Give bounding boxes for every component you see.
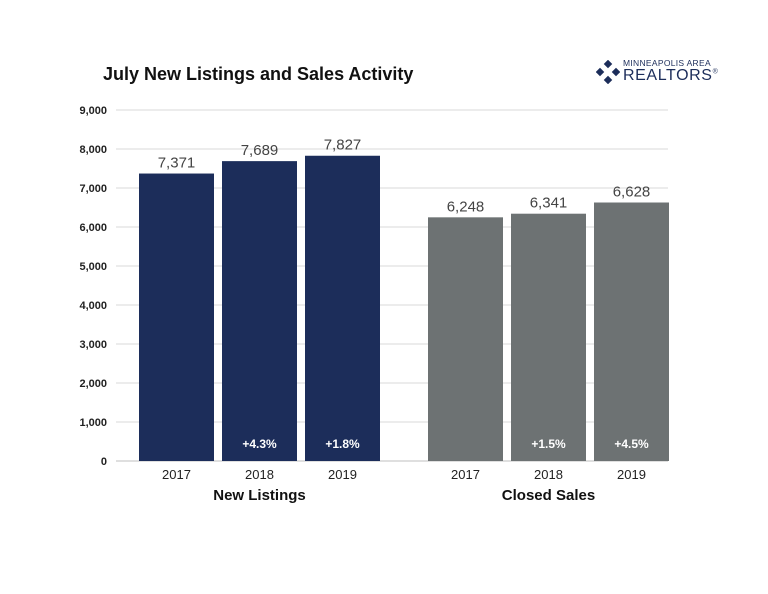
change-label: +4.3% xyxy=(242,437,277,451)
x-tick-label: 2018 xyxy=(534,467,563,482)
realtors-logo: MINNEAPOLIS AREA REALTORS® xyxy=(596,58,718,88)
registered-mark: ® xyxy=(712,68,719,76)
data-label: 6,248 xyxy=(447,198,485,215)
logo-text-main: REALTORS® xyxy=(623,67,718,85)
chart-title: July New Listings and Sales Activity xyxy=(103,64,414,84)
data-label: 6,628 xyxy=(613,184,651,201)
y-tick-label: 1,000 xyxy=(79,417,107,429)
bar xyxy=(511,213,586,461)
data-label: 7,371 xyxy=(158,155,196,172)
bar xyxy=(139,173,214,461)
y-tick-label: 5,000 xyxy=(79,261,107,273)
logo-text-top: MINNEAPOLIS AREA xyxy=(623,58,711,68)
data-label: 6,341 xyxy=(530,195,568,212)
data-label: 7,689 xyxy=(241,142,279,159)
bar xyxy=(594,202,669,461)
x-tick-label: 2019 xyxy=(328,467,357,482)
y-tick-label: 6,000 xyxy=(79,222,107,234)
realtors-logo-mark-icon xyxy=(596,60,620,84)
change-label: +4.5% xyxy=(614,437,649,451)
change-label: +1.8% xyxy=(325,437,360,451)
logo-word: REALTORS xyxy=(623,67,713,84)
y-tick-label: 7,000 xyxy=(79,183,107,195)
x-tick-label: 2019 xyxy=(617,467,646,482)
x-tick-label: 2018 xyxy=(245,467,274,482)
y-tick-label: 4,000 xyxy=(79,300,107,312)
bar xyxy=(428,217,503,461)
y-tick-label: 9,000 xyxy=(79,105,107,117)
group-label: New Listings xyxy=(213,487,306,504)
group-label: Closed Sales xyxy=(502,487,595,504)
y-tick-label: 0 xyxy=(101,456,107,468)
x-tick-label: 2017 xyxy=(162,467,191,482)
x-axis: 2017 2018 2019 New Listings 2017 2018 2019 Clos… xyxy=(162,467,646,504)
y-tick-label: 3,000 xyxy=(79,339,107,351)
y-tick-label: 8,000 xyxy=(79,144,107,156)
data-label: 7,827 xyxy=(324,137,362,154)
bar xyxy=(305,155,380,461)
y-tick-label: 2,000 xyxy=(79,378,107,390)
bar xyxy=(222,161,297,461)
x-tick-label: 2017 xyxy=(451,467,480,482)
y-axis: 0 1,000 2,000 3,000 4,000 5,000 6,000 7,000 8,00… xyxy=(79,105,107,468)
bars: 7,371 7,689 +4.3% 7,827 +1.8% 6,248 6,341 +1.5%… xyxy=(139,137,669,461)
change-label: +1.5% xyxy=(531,437,566,451)
